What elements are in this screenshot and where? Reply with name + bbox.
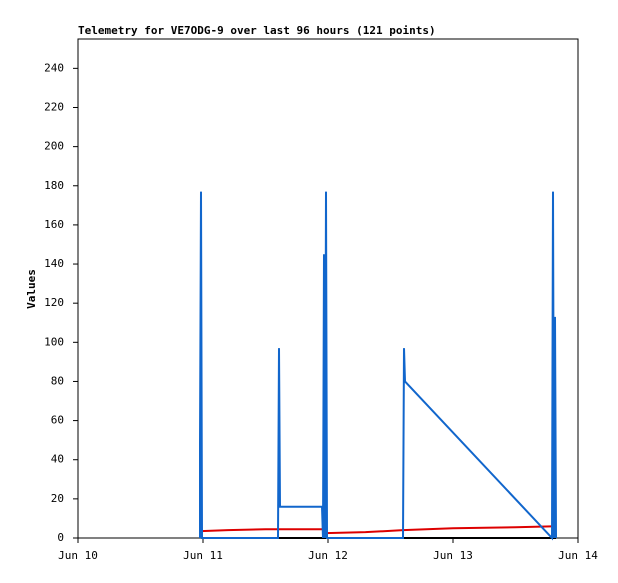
plot-frame: [77, 38, 579, 539]
y-tick-label: 40: [51, 453, 64, 466]
x-tick-label: Jun 11: [183, 549, 223, 562]
chart-title: Telemetry for VE7ODG-9 over last 96 hour…: [78, 24, 436, 37]
y-tick-label: 20: [51, 492, 64, 505]
x-tick-label: Jun 14: [558, 549, 598, 562]
y-tick-label: 80: [51, 374, 64, 387]
y-tick-label: 240: [44, 61, 64, 74]
y-tick-label: 160: [44, 218, 64, 231]
x-tick-label: Jun 10: [58, 549, 98, 562]
series-line: [199, 191, 557, 541]
x-tick-label: Jun 13: [433, 549, 473, 562]
x-tick-label: Jun 12: [308, 549, 348, 562]
y-tick-label: 200: [44, 140, 64, 153]
y-tick-label: 180: [44, 179, 64, 192]
y-tick-label: 60: [51, 414, 64, 427]
y-tick-label: 220: [44, 100, 64, 113]
series-line: [200, 525, 557, 535]
y-tick-label: 0: [57, 531, 64, 544]
y-axis-label: Values: [25, 269, 38, 309]
y-tick-label: 100: [44, 335, 64, 348]
y-tick-label: 140: [44, 257, 64, 270]
y-tick-label: 120: [44, 296, 64, 309]
